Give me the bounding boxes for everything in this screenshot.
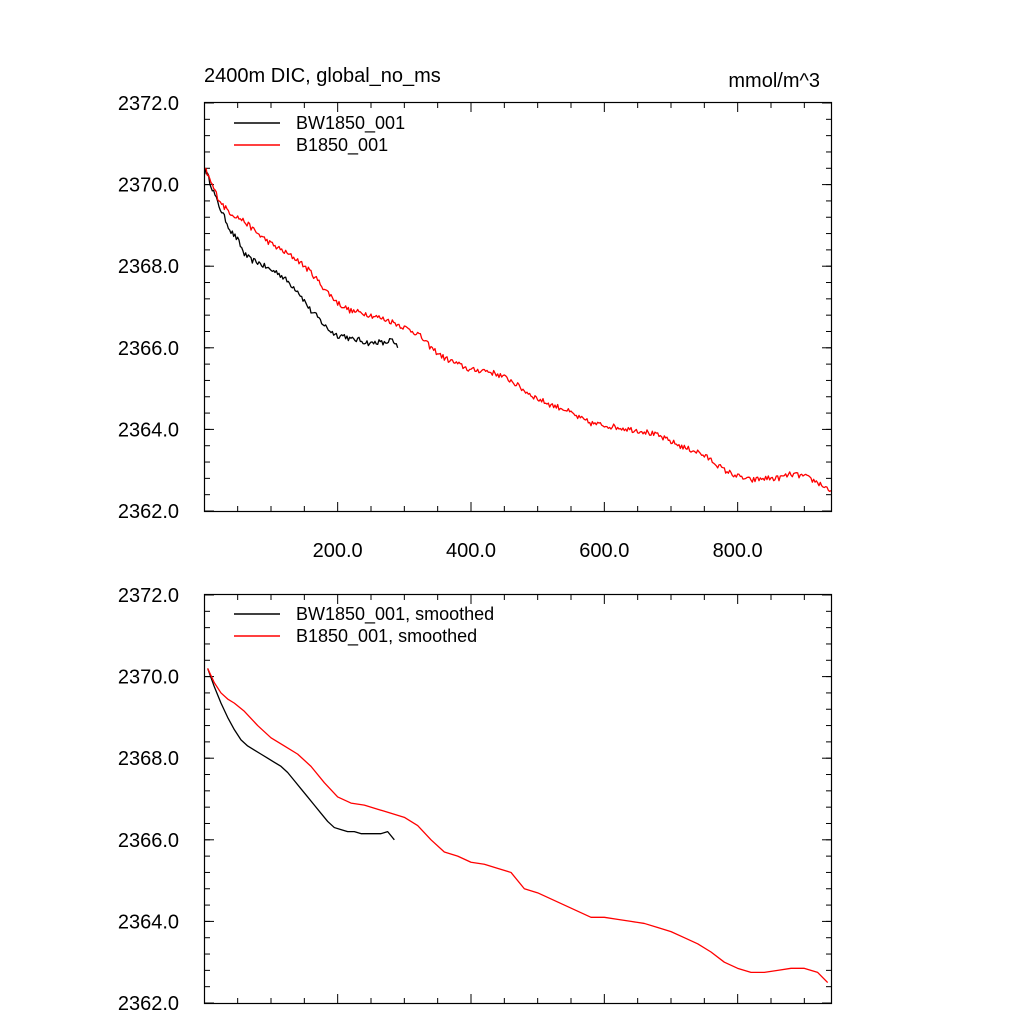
y-tick-label: 2362.0 xyxy=(118,993,179,1015)
bottom-panel-ticks: 2362.0 2364.0 2366.0 2368.0 2370.0 2372.0 xyxy=(118,585,831,1015)
top-panel-title: 2400m DIC, global_no_ms xyxy=(204,65,441,87)
x-tick-label: 800.0 xyxy=(713,540,763,562)
legend-label-b1850: B1850_001 xyxy=(296,135,388,156)
y-tick-label: 2364.0 xyxy=(118,911,179,933)
y-tick-label: 2362.0 xyxy=(118,501,179,523)
bottom-panel: 2362.0 2364.0 2366.0 2368.0 2370.0 2372.0 BW1… xyxy=(118,585,833,1015)
series-line-b1850-001 xyxy=(204,167,832,493)
top-panel-ticks: 2362.0 2364.0 2366.0 2368.0 2370.0 2372.0 200.… xyxy=(118,93,831,562)
top-panel-series xyxy=(204,167,832,493)
y-tick-label: 2372.0 xyxy=(118,585,179,607)
bottom-panel-frame xyxy=(203,593,833,1005)
y-tick-label: 2368.0 xyxy=(118,256,179,278)
x-tick-label: 600.0 xyxy=(579,540,629,562)
y-tick-label: 2368.0 xyxy=(118,748,179,770)
series-line-b1850-001-smoothed xyxy=(207,668,829,984)
series-line-bw1850-001-smoothed xyxy=(207,668,395,841)
y-tick-label: 2370.0 xyxy=(118,667,179,689)
top-panel-frame xyxy=(203,101,833,513)
y-tick-label: 2366.0 xyxy=(118,830,179,852)
y-tick-label: 2366.0 xyxy=(118,338,179,360)
y-tick-label: 2370.0 xyxy=(118,175,179,197)
top-panel: 2400m DIC, global_no_ms mmol/m^3 2362.02… xyxy=(118,65,833,562)
x-tick-label: 200.0 xyxy=(313,540,363,562)
top-panel-legend: BW1850_001 B1850_001 xyxy=(234,113,405,156)
bottom-panel-legend: BW1850_001, smoothed B1850_001, smoothed xyxy=(234,604,494,647)
x-tick-label: 400.0 xyxy=(446,540,496,562)
top-panel-units: mmol/m^3 xyxy=(728,70,820,92)
legend-label-bw1850-smoothed: BW1850_001, smoothed xyxy=(296,604,494,625)
y-tick-label: 2364.0 xyxy=(118,419,179,441)
series-line-bw1850-001 xyxy=(204,168,399,349)
legend-label-b1850-smoothed: B1850_001, smoothed xyxy=(296,626,477,647)
legend-label-bw1850: BW1850_001 xyxy=(296,113,405,134)
y-tick-label: 2372.0 xyxy=(118,93,179,115)
bottom-panel-series xyxy=(207,668,829,984)
